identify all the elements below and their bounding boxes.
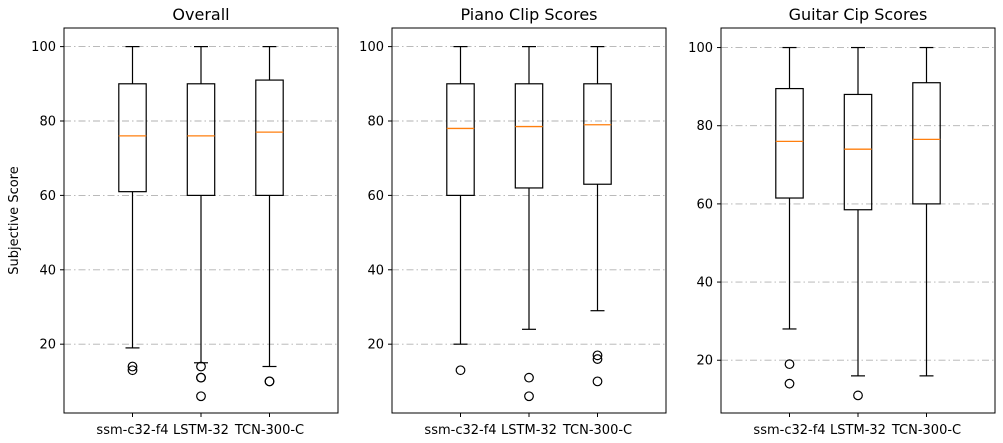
box-TCN-300-C: [255, 45, 284, 387]
box-iqr: [843, 93, 873, 211]
y-axis-label: Subjective Score: [7, 166, 22, 274]
y-tick-label: 20: [39, 338, 56, 353]
outlier-point: [592, 350, 603, 361]
outlier-point: [127, 361, 138, 372]
x-tick-label: TCN-300-C: [562, 423, 632, 438]
y-tick-label: 40: [696, 276, 713, 291]
y-tick-label: 80: [39, 114, 56, 129]
x-tick-label: LSTM-32: [173, 423, 229, 438]
y-tick-label: 40: [367, 263, 384, 278]
outlier-point: [196, 391, 206, 402]
box-iqr: [255, 79, 284, 196]
outlier-point: [127, 365, 138, 376]
chart-title: Guitar Cip Scores: [789, 5, 928, 24]
box-iqr: [583, 83, 612, 185]
y-tick-label: 60: [696, 197, 713, 212]
box-LSTM-32: [843, 46, 873, 401]
y-tick-label: 80: [696, 119, 713, 134]
outlier-point: [592, 354, 603, 364]
x-tick-label: TCN-300-C: [234, 423, 304, 438]
outlier-point: [853, 390, 863, 401]
y-tick-label: 60: [367, 189, 384, 204]
y-tick-label: 100: [359, 40, 384, 55]
outlier-point: [784, 378, 795, 389]
x-tick-label: LSTM-32: [501, 423, 557, 438]
box-LSTM-32: [186, 45, 216, 402]
chart-panel-1: 20 40 60 80 100 ssm-c32-f4 LSTM-32 TCN-300-C Ove…: [7, 5, 339, 438]
box-iqr: [118, 83, 147, 193]
box-ssm-c32-f4: [775, 46, 804, 389]
outlier-point: [524, 372, 534, 383]
box-iqr: [514, 83, 544, 189]
outlier-point: [196, 372, 206, 383]
outlier-point: [784, 359, 795, 370]
x-tick-label: TCN-300-C: [891, 423, 961, 438]
y-tick-label: 20: [696, 354, 713, 369]
chart-panel-2: 20 40 60 80 100 ssm-c32-f4 LSTM-32 TCN-300-C Pia…: [359, 5, 667, 438]
chart-title: Overall: [172, 5, 229, 24]
box-TCN-300-C: [912, 46, 941, 377]
x-tick-label: ssm-c32-f4: [424, 423, 496, 438]
box-LSTM-32: [514, 45, 544, 402]
x-tick-label: ssm-c32-f4: [753, 423, 825, 438]
x-tick-label: ssm-c32-f4: [96, 423, 168, 438]
box-ssm-c32-f4: [446, 45, 475, 376]
y-tick-label: 60: [39, 189, 56, 204]
chart-panel-3: 20 40 60 80 100 ssm-c32-f4 LSTM-32 TCN-300-C Gui…: [688, 5, 996, 438]
y-tick-label: 80: [367, 114, 384, 129]
box-TCN-300-C: [583, 45, 612, 387]
x-tick-label: LSTM-32: [830, 423, 886, 438]
outlier-point: [592, 376, 603, 387]
y-tick-label: 100: [31, 40, 56, 55]
box-iqr: [912, 82, 941, 205]
outlier-point: [455, 365, 466, 376]
chart-title: Piano Clip Scores: [460, 5, 597, 24]
outlier-point: [524, 391, 534, 402]
y-tick-label: 20: [367, 338, 384, 353]
box-iqr: [775, 87, 804, 199]
box-iqr: [446, 83, 475, 196]
outlier-point: [196, 361, 206, 372]
box-iqr: [186, 83, 216, 196]
outlier-point: [264, 376, 275, 387]
y-tick-label: 40: [39, 263, 56, 278]
box-ssm-c32-f4: [118, 45, 147, 376]
y-tick-label: 100: [688, 41, 713, 56]
